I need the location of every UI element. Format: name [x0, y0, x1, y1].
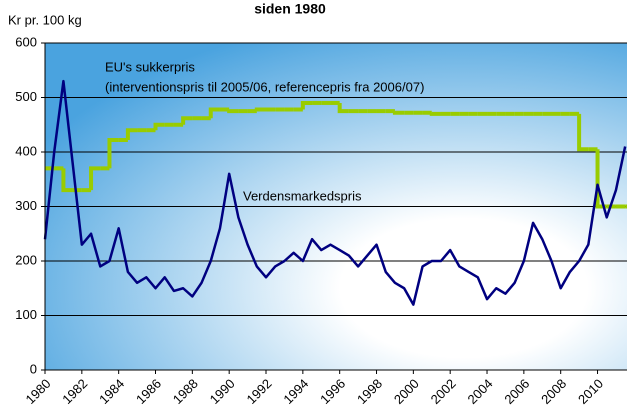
x-tick-label: 1992 — [244, 376, 275, 407]
y-tick-label: 100 — [15, 307, 37, 322]
x-tick-label: 1990 — [207, 376, 238, 407]
y-tick-label: 300 — [15, 198, 37, 213]
y-tick-label: 200 — [15, 252, 37, 267]
x-tick-label: 2004 — [465, 376, 496, 407]
step-segment — [107, 138, 119, 169]
x-tick-label: 1984 — [96, 376, 127, 407]
x-tick-label: 1986 — [133, 376, 164, 407]
step-segment — [337, 102, 349, 114]
line — [43, 79, 627, 306]
y-tick-label: 600 — [15, 34, 37, 49]
y-axis-label: Kr pr. 100 kg — [8, 12, 82, 27]
x-tick-label: 1996 — [317, 376, 348, 407]
x-tick-label: 2008 — [538, 376, 569, 407]
x-tick-label: 1980 — [22, 376, 53, 407]
x-tick-label: 1998 — [354, 376, 385, 407]
step-segment — [429, 111, 441, 116]
x-tick-label: 1994 — [280, 376, 311, 407]
annotation: (interventionspris til 2005/06, referenc… — [105, 79, 424, 94]
marks — [43, 79, 627, 306]
step-segment — [227, 109, 239, 114]
step-segment — [300, 100, 313, 110]
x-tick-label: 2010 — [575, 376, 606, 407]
grid — [41, 42, 627, 374]
step-segment — [153, 122, 165, 131]
step-segment — [208, 107, 220, 119]
step-segment — [61, 168, 73, 193]
step-segment — [577, 113, 589, 152]
annotation: EU's sukkerpris — [105, 59, 195, 74]
step-segment — [89, 166, 101, 191]
x-tick-label: 1982 — [59, 376, 90, 407]
step-segment — [254, 107, 267, 112]
x-tick-label: 2002 — [428, 376, 459, 407]
y-tick-label: 500 — [15, 89, 37, 104]
chart-title: siden 1980 — [254, 1, 326, 17]
y-tick-label: 400 — [15, 143, 37, 158]
y-tick-label: 0 — [30, 361, 37, 376]
step-segment — [392, 110, 405, 115]
x-tick-label: 1988 — [170, 376, 201, 407]
step-segment — [125, 128, 138, 141]
x-tick-label: 2000 — [391, 376, 422, 407]
step-segment — [181, 116, 193, 125]
annotation: Verdensmarkedspris — [243, 188, 362, 203]
x-tick-label: 2006 — [501, 376, 532, 407]
